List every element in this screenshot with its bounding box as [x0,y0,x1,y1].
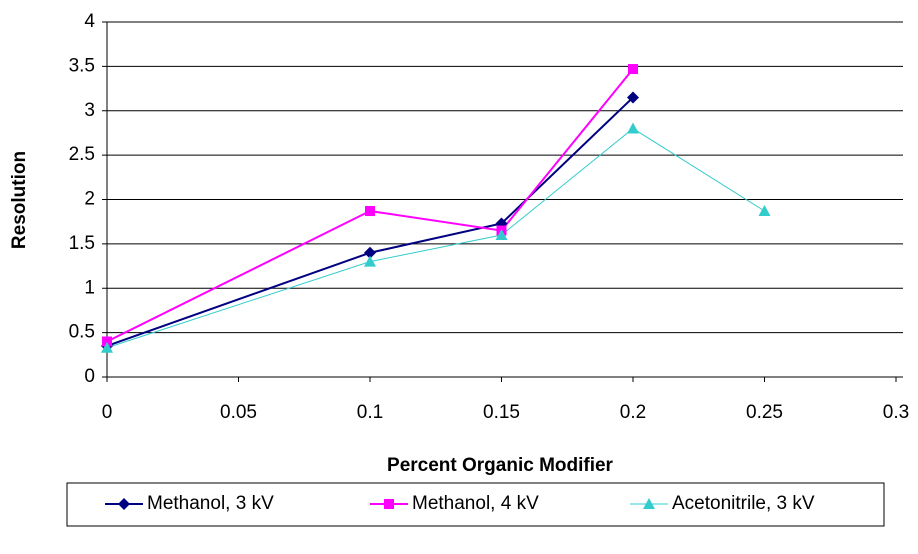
series-line [106,68,634,343]
legend-label: Methanol, 3 kV [147,493,274,514]
y-tick-label: 0 [84,366,95,387]
marker [628,64,638,75]
marker [364,255,376,267]
marker [102,336,112,347]
y-tick-label: 0.5 [69,322,95,343]
y-tick-label: 1 [84,277,95,298]
series-line [106,96,634,347]
marker [365,206,375,217]
x-tick-label: 0.15 [483,402,520,423]
x-tick-label: 0.2 [620,402,646,423]
marker [627,122,639,134]
x-tick-label: 0 [102,402,113,423]
y-tick-label: 3.5 [69,55,95,76]
x-tick-label: 0.1 [357,402,383,423]
y-tick-label: 1.5 [69,233,95,254]
marker [495,229,508,240]
marker [118,498,130,510]
marker [364,246,376,259]
y-axis-title: Resolution [9,151,30,249]
marker [627,91,639,104]
legend-label: Methanol, 4 kV [412,493,539,514]
marker [643,498,655,509]
y-tick-label: 3 [84,100,95,121]
x-tick-label: 0.25 [746,402,783,423]
marker [101,341,113,353]
legend-label: Acetonitrile, 3 kV [672,493,815,514]
marker [384,499,394,509]
x-tick-label: 0.05 [220,402,257,423]
x-tick-label: 0.3 [883,402,909,423]
marker [758,205,771,217]
y-tick-label: 2.5 [69,144,95,165]
legend-box [66,482,885,527]
x-axis-title: Percent Organic Modifier [387,455,614,476]
y-tick-label: 2 [84,189,95,210]
y-tick-label: 4 [84,11,95,32]
